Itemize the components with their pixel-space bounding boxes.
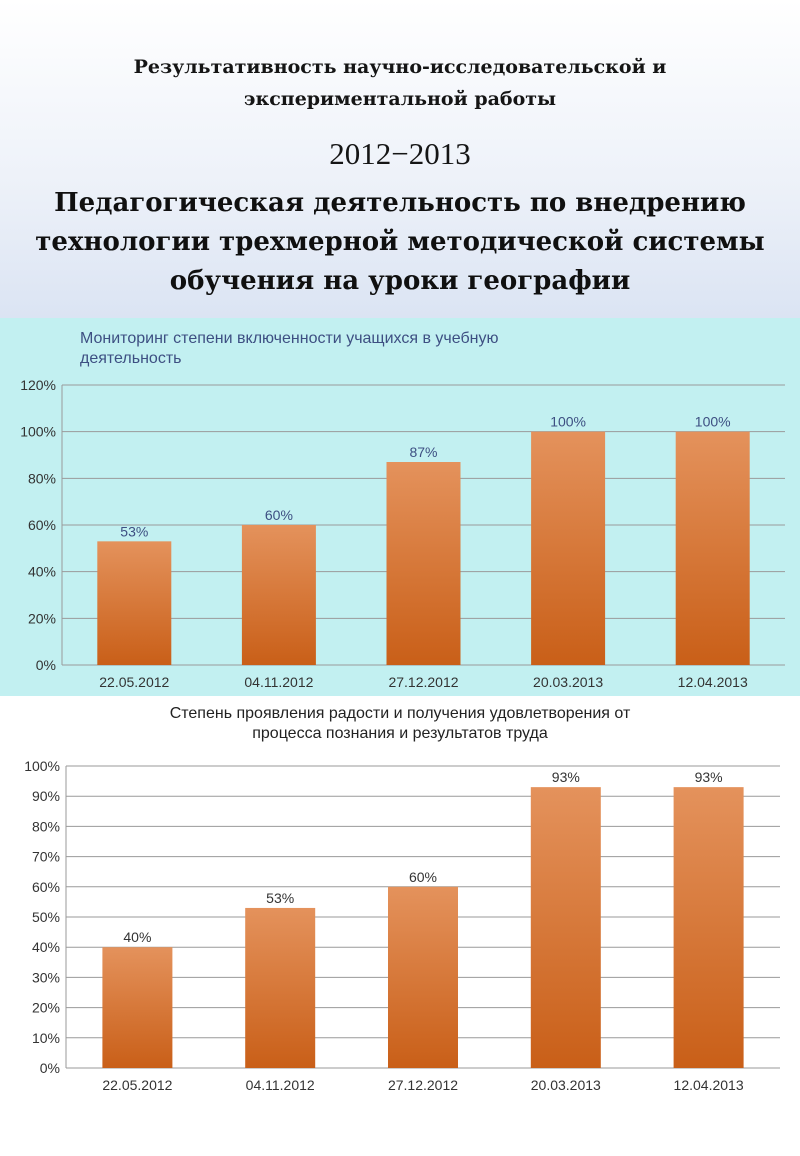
y-tick-label: 10% (32, 1030, 60, 1046)
chart-title-line: Степень проявления радости и получения у… (170, 705, 631, 722)
x-tick-label: 22.05.2012 (102, 1077, 172, 1093)
y-tick-label: 0% (40, 1060, 60, 1076)
subtitle-line-2: экспериментальной работы (243, 88, 557, 110)
x-tick-label: 12.04.2013 (678, 674, 748, 690)
y-tick-label: 80% (28, 470, 56, 486)
data-label: 40% (123, 929, 151, 945)
chart-title-line: процесса познания и результатов труда (252, 725, 548, 742)
data-label: 53% (120, 523, 148, 539)
chart-title-line: деятельность (80, 350, 181, 367)
title-line-3: обучения на уроки географии (169, 266, 631, 296)
y-tick-label: 0% (36, 657, 56, 673)
bar (245, 907, 316, 1068)
data-label: 100% (695, 414, 731, 430)
data-label: 60% (409, 869, 437, 885)
bar (675, 431, 750, 665)
subtitle-line-1: Результативность научно-исследовательско… (133, 56, 667, 78)
bar (531, 431, 606, 665)
header: Результативность научно-исследовательско… (0, 0, 800, 318)
data-label: 53% (266, 890, 294, 906)
bar (97, 541, 172, 665)
satisfaction-bar-chart: Степень проявления радости и получения у… (24, 705, 780, 1093)
x-tick-label: 27.12.2012 (388, 1077, 458, 1093)
y-tick-label: 100% (24, 758, 60, 774)
y-tick-label: 20% (28, 610, 56, 626)
y-tick-label: 30% (32, 969, 60, 985)
x-tick-label: 04.11.2012 (246, 1077, 315, 1093)
bar (386, 462, 461, 665)
bar (388, 886, 458, 1068)
y-tick-label: 100% (20, 424, 56, 440)
y-tick-label: 60% (32, 879, 60, 895)
chart-panel-satisfaction: Степень проявления радости и получения у… (0, 696, 800, 1106)
data-label: 60% (265, 507, 293, 523)
y-tick-label: 80% (32, 818, 60, 834)
chart-title-line: Мониторинг степени включенности учащихся… (80, 330, 498, 347)
involvement-bar-chart: Мониторинг степени включенности учащихся… (20, 330, 785, 690)
y-tick-label: 50% (32, 909, 60, 925)
x-tick-label: 12.04.2013 (674, 1077, 744, 1093)
data-label: 93% (695, 769, 723, 785)
x-tick-label: 27.12.2012 (388, 674, 458, 690)
data-label: 100% (550, 414, 586, 430)
x-tick-label: 22.05.2012 (99, 674, 169, 690)
bar (673, 787, 744, 1068)
bar (241, 525, 316, 665)
x-tick-label: 04.11.2012 (244, 674, 313, 690)
data-label: 87% (409, 444, 437, 460)
year-label: 2012−2013 (329, 136, 471, 171)
y-tick-label: 40% (32, 939, 60, 955)
bar (102, 947, 173, 1068)
y-tick-label: 120% (20, 377, 56, 393)
y-tick-label: 60% (28, 517, 56, 533)
x-tick-label: 20.03.2013 (533, 674, 603, 690)
chart-panel-involvement: Мониторинг степени включенности учащихся… (0, 318, 800, 696)
title-line-1: Педагогическая деятельность по внедрению (54, 188, 746, 218)
title-line-2: технологии трехмерной методической систе… (35, 227, 765, 257)
bar (530, 787, 601, 1068)
y-tick-label: 40% (28, 564, 56, 580)
x-tick-label: 20.03.2013 (531, 1077, 601, 1093)
y-tick-label: 70% (32, 849, 60, 865)
data-label: 93% (552, 769, 580, 785)
y-tick-label: 20% (32, 1000, 60, 1016)
y-tick-label: 90% (32, 788, 60, 804)
